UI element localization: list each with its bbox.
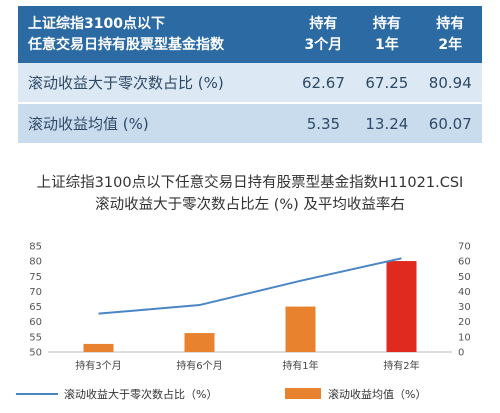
corner-header-line1: 上证综指3100点以下 [28,15,165,32]
corner-header-line2: 任意交易日持有股票型基金指数 [28,36,224,53]
right-axis-tick-label: 40 [458,287,471,298]
chart-title: 上证综指3100点以下任意交易日持有股票型基金指数H11021.CSI 滚动收益… [0,172,500,216]
category-label: 持有6个月 [176,359,222,372]
summary-table: 上证综指3100点以下 任意交易日持有股票型基金指数 持有 3个月 持有 1年 … [18,6,482,143]
right-axis-tick-label: 70 [458,242,471,253]
left-axis-tick-label: 65 [29,302,42,313]
col-header-2y-line1: 持有 [436,15,465,32]
left-axis-tick-label: 75 [29,272,42,283]
right-axis-tick-label: 60 [458,257,471,268]
left-axis-tick-label: 60 [29,317,42,328]
category-label: 持有3个月 [75,359,121,372]
right-axis-tick-label: 30 [458,302,471,313]
col-header-1y-line2: 1年 [374,36,399,53]
right-axis-tick-label: 20 [458,317,471,328]
table-cell: 5.35 [306,114,341,133]
category-label: 持有2年 [383,359,419,372]
chart-title-line1: 上证综指3100点以下任意交易日持有股票型基金指数H11021.CSI [36,175,464,191]
left-axis-tick-label: 70 [29,287,42,298]
row-label: 滚动收益大于零次数占比 (%) [28,74,224,92]
table-cell: 80.94 [428,73,472,92]
col-header-3m-line2: 3个月 [304,36,343,53]
right-axis-tick-label: 50 [458,272,471,283]
left-axis-tick-label: 55 [29,332,42,343]
table-cell: 67.25 [365,73,409,92]
right-axis-tick-label: 10 [458,332,471,343]
legend-label-line: 滚动收益大于零次数占比（%） [64,387,217,401]
bar [83,343,114,352]
series-line [98,257,402,315]
table-corner-header: 上证综指3100点以下 任意交易日持有股票型基金指数 [18,6,292,63]
col-header-3m: 持有 3个月 [292,6,355,63]
table-cell: 62.67 [301,73,345,92]
legend-bar-swatch [285,388,321,399]
table-cell: 60.07 [428,114,472,133]
combo-chart: 50 55 60 65 70 75 80 85 0 10 20 30 40 50 60 70 持有3个月 持有6个… [16,242,471,401]
left-axis-tick-label: 80 [29,257,42,268]
col-header-2y-line2: 2年 [438,36,463,53]
row-label: 滚动收益均值 (%) [28,115,149,133]
left-axis-tick-label: 85 [29,242,42,253]
chart-title-line2: 滚动收益大于零次数占比左 (%) 及平均收益率右 [95,197,405,213]
table-row: 滚动收益均值 (%) 5.35 13.24 60.07 [18,104,482,143]
table-cell: 13.24 [365,114,409,133]
col-header-1y-line1: 持有 [372,15,401,32]
right-axis-tick-label: 0 [458,348,464,359]
category-label: 持有1年 [282,359,318,372]
bar [285,306,316,352]
table-row: 滚动收益大于零次数占比 (%) 62.67 67.25 80.94 [18,63,482,102]
col-header-2y: 持有 2年 [419,6,482,63]
col-header-3m-line1: 持有 [309,15,338,32]
col-header-1y: 持有 1年 [355,6,418,63]
legend-label-bar: 滚动收益均值（%） [328,387,426,401]
table-header-row: 上证综指3100点以下 任意交易日持有股票型基金指数 持有 3个月 持有 1年 … [18,6,482,63]
left-axis-tick-label: 50 [29,348,42,359]
bar [386,261,417,352]
bar [184,333,215,352]
